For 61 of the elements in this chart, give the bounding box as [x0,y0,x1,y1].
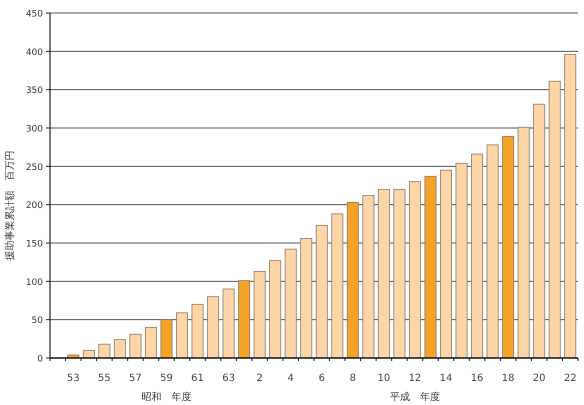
bar [440,170,452,358]
x-tick-label: 8 [350,373,356,384]
bar [362,195,374,358]
bar [331,213,344,358]
y-tick-label: 300 [26,124,44,134]
bar [502,136,514,358]
bar [129,334,142,358]
bar [254,270,266,358]
x-tick-label: 14 [440,373,452,384]
bar [300,238,312,358]
y-axis-title: 援助事業累計額 百万円 [4,150,16,260]
bar [114,339,126,358]
bar [393,188,406,358]
x-tick-label: 22 [564,373,577,384]
x-tick-label: 57 [129,373,142,384]
bar [176,312,188,358]
bar [533,104,546,358]
x-tick-label: 10 [378,373,390,384]
y-tick-label: 350 [26,86,44,96]
x-tick-label: 59 [160,373,173,384]
y-tick-label: 200 [26,201,44,212]
bar [518,126,530,358]
x-tick-label: 16 [470,373,484,384]
bar [98,344,110,358]
y-tick-label: 250 [26,162,44,173]
y-tick-label: 150 [26,240,44,250]
text: 昭和 年度 [141,391,192,403]
bar [316,224,328,358]
bar [378,188,390,358]
bar [564,54,576,358]
x-tick-label: 12 [408,373,422,384]
bar [471,154,484,358]
bar [456,162,468,358]
bar [238,280,250,358]
bar [192,304,204,358]
y-tick-label: 400 [26,48,44,58]
x-tick-label: 55 [98,373,111,384]
bar [548,80,561,358]
bar [144,326,157,358]
bar [160,319,172,358]
x-tick-label: 20 [532,373,546,384]
bar [222,288,235,358]
bar [408,181,421,358]
text: 平成 年度 [390,391,440,403]
x-tick-label: 6 [318,373,325,384]
x-tick-label: 4 [288,373,294,384]
x-tick-label: 53 [66,373,80,384]
bar [424,176,436,358]
y-tick-label: 0 [37,354,44,364]
x-tick-label: 18 [502,373,514,384]
y-tick-label: 100 [26,278,44,288]
bar [284,248,297,358]
x-tick-label: 61 [191,373,204,384]
x-tick-label: 2 [256,373,263,384]
bar [346,202,359,358]
bar [207,296,220,358]
y-tick-label: 50 [32,316,44,326]
bar [269,260,282,358]
x-tick-label: 63 [222,373,235,384]
y-tick-label: 450 [26,10,44,20]
bar [486,144,499,358]
